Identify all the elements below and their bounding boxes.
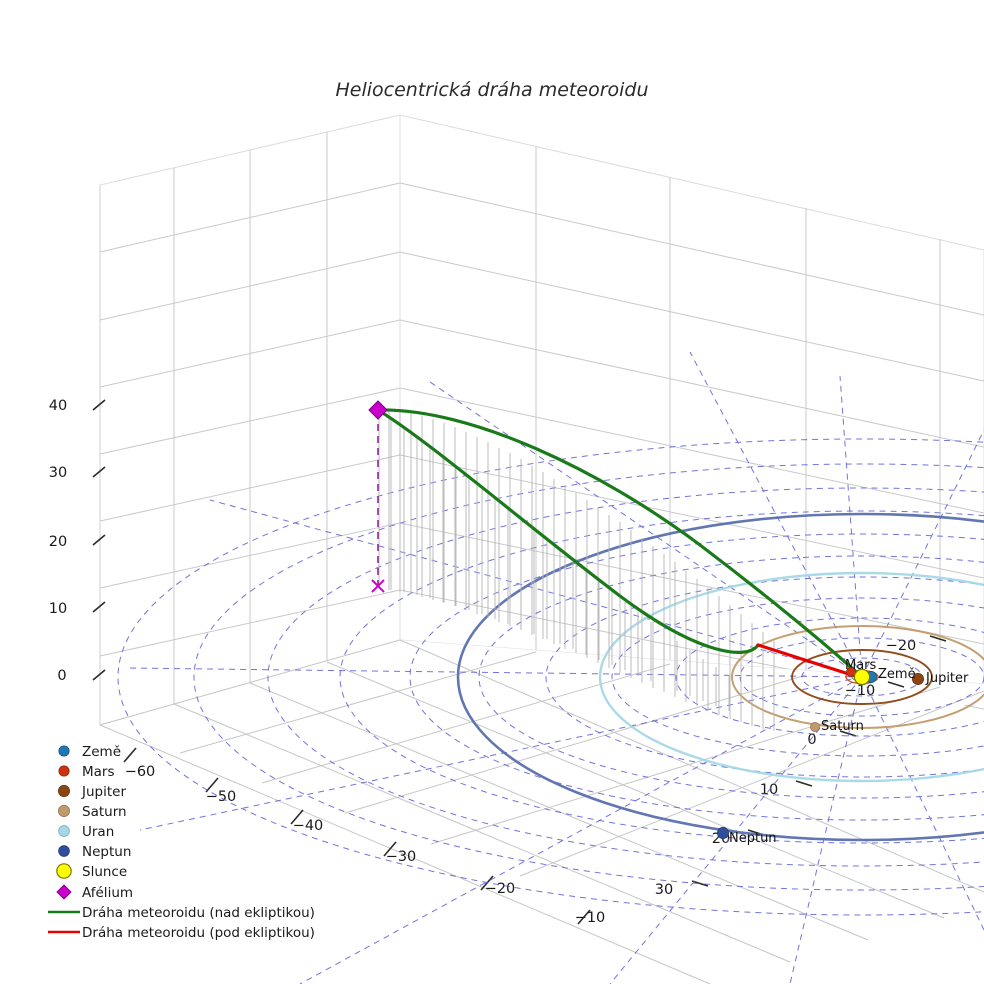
label-earth: Země <box>878 667 916 682</box>
label-mars: Mars <box>845 658 877 673</box>
label-jupiter: Jupiter <box>925 671 969 686</box>
legend-marker-saturn <box>58 805 70 817</box>
aphelion-marker <box>368 400 388 420</box>
legend-marker-mars <box>58 765 70 777</box>
aphelion-group <box>368 400 388 593</box>
orbit-jupiter <box>791 649 933 705</box>
z-tick-0: 0 <box>57 668 66 684</box>
bodies <box>717 667 924 839</box>
legend-marker-earth <box>58 745 70 757</box>
x-tick--10: −10 <box>575 910 606 926</box>
z-tick-30: 30 <box>49 465 67 481</box>
orbit-neptune <box>456 512 984 842</box>
droplines <box>378 410 775 731</box>
legend-label-saturn: Saturn <box>82 804 127 820</box>
y-tick-0: 0 <box>807 732 816 748</box>
label-saturn: Saturn <box>821 719 864 734</box>
legend-label-uranus: Uran <box>82 824 114 840</box>
planet-orbits <box>456 512 984 842</box>
z-axis: 40 30 20 10 0 <box>49 185 106 725</box>
z-tick-40: 40 <box>49 398 67 414</box>
legend-label-neptune: Neptun <box>82 844 131 860</box>
legend-label-track-above: Dráha meteoroidu (nad ekliptikou) <box>82 905 315 921</box>
planet-saturn <box>810 722 820 732</box>
legend-marker-neptune <box>58 845 70 857</box>
legend-marker-aphelion <box>56 884 72 900</box>
orbit-uranus <box>598 571 984 783</box>
orbit-saturn <box>731 625 984 729</box>
pane-right-wall <box>399 114 984 710</box>
legend-marker-jupiter <box>58 785 70 797</box>
x-axis: −60 −50 −40 −30 −20 −10 <box>123 747 606 926</box>
polar-grid <box>117 351 984 984</box>
x-tick--50: −50 <box>206 789 237 805</box>
z-tick-20: 20 <box>49 534 67 550</box>
x-tick--60: −60 <box>125 764 156 780</box>
meteoroid-track-above <box>376 408 864 679</box>
planet-neptune <box>717 827 729 839</box>
x-tick--30: −30 <box>386 849 417 865</box>
legend-label-earth: Země <box>82 744 121 760</box>
y-tick--10: −10 <box>845 683 876 699</box>
legend-label-mars: Mars <box>82 764 115 780</box>
planet-jupiter <box>912 673 924 685</box>
z-tick-10: 10 <box>49 601 67 617</box>
legend: Země Mars Jupiter Saturn Uran Neptun Slu… <box>48 744 315 941</box>
x-tick--40: −40 <box>293 818 324 834</box>
legend-label-sun: Slunce <box>82 864 127 880</box>
y-tick-30: 30 <box>655 882 673 898</box>
legend-label-aphelion: Afélium <box>82 885 133 901</box>
legend-label-track-below: Dráha meteoroidu (pod ekliptikou) <box>82 925 315 941</box>
legend-label-jupiter: Jupiter <box>81 784 126 800</box>
sun-marker <box>853 668 871 686</box>
y-tick--20: −20 <box>886 638 917 654</box>
x-tick--20: −20 <box>485 881 516 897</box>
aphelion-projection-x <box>371 579 385 593</box>
label-neptune: Neptun <box>729 831 777 846</box>
body-labels: Mars Země Jupiter Saturn Neptun <box>729 658 969 846</box>
page-title: Heliocentrická dráha meteoroidu <box>335 79 648 101</box>
legend-marker-uranus <box>58 825 70 837</box>
pane-left-wall <box>99 114 401 726</box>
legend-marker-sun <box>56 863 72 879</box>
